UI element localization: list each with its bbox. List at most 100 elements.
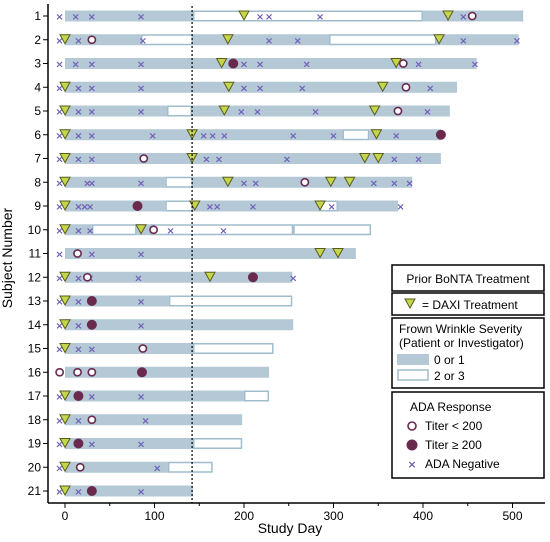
titer-low-marker xyxy=(398,59,408,68)
ada-negative-marker: × xyxy=(405,178,413,189)
legend-prior-bonta-label: Prior BoNTA Treatment xyxy=(406,272,530,286)
ada-negative-marker: × xyxy=(74,416,82,427)
severity-high-bar xyxy=(165,200,193,212)
ada-negative-marker: × xyxy=(74,36,82,47)
severity-low-bar xyxy=(65,438,193,449)
ada-negative-marker: × xyxy=(55,83,63,94)
ada-negative-marker: × xyxy=(208,131,216,142)
ada-negative-marker: × xyxy=(141,416,149,427)
daxi-treatment-marker xyxy=(372,153,385,164)
severity-low-bar xyxy=(65,461,168,473)
ada-negative-marker: × xyxy=(88,155,96,166)
severity-low-bar xyxy=(337,200,398,212)
ada-negative-marker: × xyxy=(139,36,147,47)
legend-ada-box xyxy=(391,391,545,479)
daxi-treatment-marker xyxy=(59,390,71,402)
ada-negative-marker: × xyxy=(215,155,223,166)
ada-negative-marker: × xyxy=(55,273,63,284)
y-tick-label: 5 xyxy=(34,104,41,118)
y-tick-label: 11 xyxy=(29,247,42,261)
severity-low-bar xyxy=(65,58,477,69)
y-tick-label: 10 xyxy=(28,223,42,237)
x-tick-label: 200 xyxy=(234,509,254,523)
y-tick-label: 20 xyxy=(28,460,42,474)
severity-high-bar xyxy=(167,461,213,473)
ada-negative-marker: × xyxy=(289,131,297,142)
subject-row-16 xyxy=(55,366,270,378)
ada-negative-marker: × xyxy=(55,12,63,23)
daxi-treatment-marker xyxy=(59,485,71,497)
severity-high-bar xyxy=(329,34,437,46)
ada-negative-marker: × xyxy=(74,202,82,213)
ada-negative-marker: × xyxy=(74,83,82,94)
ada-negative-marker: × xyxy=(74,345,82,356)
ada-negative-marker: × xyxy=(55,107,63,118)
y-tick-label: 12 xyxy=(28,270,42,284)
y-tick-label: 18 xyxy=(28,413,42,427)
daxi-treatment-marker xyxy=(390,58,402,69)
severity-low-bar xyxy=(65,295,169,307)
legend-titer-low-icon xyxy=(407,421,417,431)
subject-row-10: × × × × × xyxy=(55,224,372,237)
severity-low-bar xyxy=(65,105,168,117)
ada-negative-marker: × xyxy=(166,226,174,237)
ada-negative-marker: × xyxy=(459,36,467,47)
ada-negative-marker: × xyxy=(74,487,82,498)
x-tick-label: 300 xyxy=(323,509,343,523)
ada-negative-marker: × xyxy=(74,321,82,332)
ada-negative-marker: × xyxy=(55,202,63,213)
legend-titer-high-label: Titer ≥ 200 xyxy=(425,438,482,452)
severity-low-bar xyxy=(65,176,166,188)
ada-negative-marker: × xyxy=(253,107,261,118)
ada-negative-marker: × xyxy=(134,273,142,284)
ada-negative-marker: × xyxy=(55,487,63,498)
severity-high-bar xyxy=(342,129,370,141)
ada-negative-marker: × xyxy=(55,178,63,189)
ada-negative-marker: × xyxy=(370,178,378,189)
titer-high-marker xyxy=(136,367,147,378)
plot-area: × × × × × × × ×× × × × × × ×× × × × × × × × ×× × × × × × × ×× × × × × × × ×… xyxy=(55,6,524,503)
ada-negative-marker: × xyxy=(137,321,145,332)
ada-negative-marker: × xyxy=(390,178,398,189)
ada-negative-marker: × xyxy=(298,83,306,94)
titer-low-marker xyxy=(87,367,97,377)
ada-negative-marker: × xyxy=(316,12,324,23)
daxi-treatment-marker xyxy=(215,58,228,69)
daxi-treatment-marker xyxy=(59,200,71,212)
severity-low-bar xyxy=(192,200,319,212)
legend-severity-low-label: 0 or 1 xyxy=(434,353,465,367)
ada-negative-marker: × xyxy=(149,131,157,142)
x-tick-label: 100 xyxy=(144,509,164,523)
daxi-treatment-marker xyxy=(314,200,326,212)
ada-negative-marker: × xyxy=(256,12,264,23)
ada-negative-marker: × xyxy=(423,107,431,118)
y-tick-label: 6 xyxy=(34,128,41,142)
ada-negative-marker: × xyxy=(265,12,273,23)
severity-high-bar xyxy=(168,295,293,307)
ada-negative-marker: × xyxy=(237,107,245,118)
ada-negative-marker: × xyxy=(513,36,521,47)
daxi-treatment-marker xyxy=(59,438,71,449)
ada-negative-marker: × xyxy=(251,178,259,189)
y-tick-label: 17 xyxy=(28,389,42,403)
severity-high-bar xyxy=(192,10,423,22)
severity-low-bar xyxy=(65,343,193,354)
ada-negative-marker: × xyxy=(74,155,82,166)
ada-negative-marker: × xyxy=(55,226,63,237)
ada-negative-marker: × xyxy=(426,83,434,94)
titer-high-marker xyxy=(86,296,97,306)
legend: Prior BoNTA Treatment = DAXI Treatment F… xyxy=(391,264,545,479)
ada-negative-marker: × xyxy=(74,297,82,308)
severity-low-bar xyxy=(65,153,441,164)
ada-negative-marker: × xyxy=(74,107,82,118)
y-tick-label: 16 xyxy=(28,365,42,379)
ada-negative-marker: × xyxy=(88,250,96,261)
ada-negative-marker: × xyxy=(219,226,227,237)
severity-low-bar xyxy=(65,34,142,46)
ada-negative-marker: × xyxy=(55,321,63,332)
y-tick-label: 8 xyxy=(34,175,41,189)
daxi-treatment-marker xyxy=(59,295,71,307)
ada-negative-marker: × xyxy=(55,297,63,308)
subject-row-20: × × xyxy=(55,461,213,474)
subject-row-15: × × × xyxy=(55,343,274,356)
